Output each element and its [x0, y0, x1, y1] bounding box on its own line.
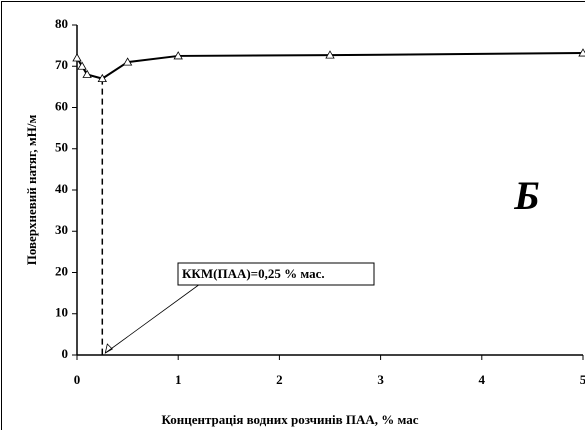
x-tick-label: 4	[479, 372, 486, 387]
y-tick-label: 50	[55, 140, 68, 155]
x-axis-label: Концентрація водних розчинів ПАА, % мас	[161, 412, 418, 427]
point-marker	[82, 69, 92, 78]
annotation-box	[177, 262, 375, 286]
y-tick-label: 0	[62, 346, 69, 361]
x-tick-label: 3	[377, 372, 384, 387]
y-axis-label: Поверхневий натяг, мН/м	[24, 115, 39, 266]
x-tick-label: 0	[74, 372, 81, 387]
annotation: ККМ(ПАА)=0,25 % мас.	[182, 266, 325, 281]
y-tick-label: 60	[55, 98, 68, 113]
y-tick-label: 30	[55, 222, 68, 237]
point-marker	[173, 51, 183, 60]
y-tick-label: 40	[55, 181, 68, 196]
point-marker	[122, 57, 133, 66]
panel-label: Б	[513, 173, 539, 218]
point-marker	[72, 53, 82, 62]
annotation-arrowhead	[104, 343, 113, 354]
point-marker	[578, 48, 585, 57]
x-tick-label: 1	[175, 372, 182, 387]
y-tick-label: 10	[55, 305, 68, 320]
point-marker	[97, 73, 107, 83]
y-tick-label: 80	[55, 16, 68, 31]
y-tick-label: 20	[55, 263, 68, 278]
point-marker	[77, 61, 87, 70]
annotation-arrow	[105, 283, 201, 354]
y-tick-label: 70	[55, 57, 68, 72]
point-marker	[325, 50, 335, 59]
x-tick-label: 2	[276, 372, 283, 387]
x-tick-label: 5	[580, 372, 585, 387]
